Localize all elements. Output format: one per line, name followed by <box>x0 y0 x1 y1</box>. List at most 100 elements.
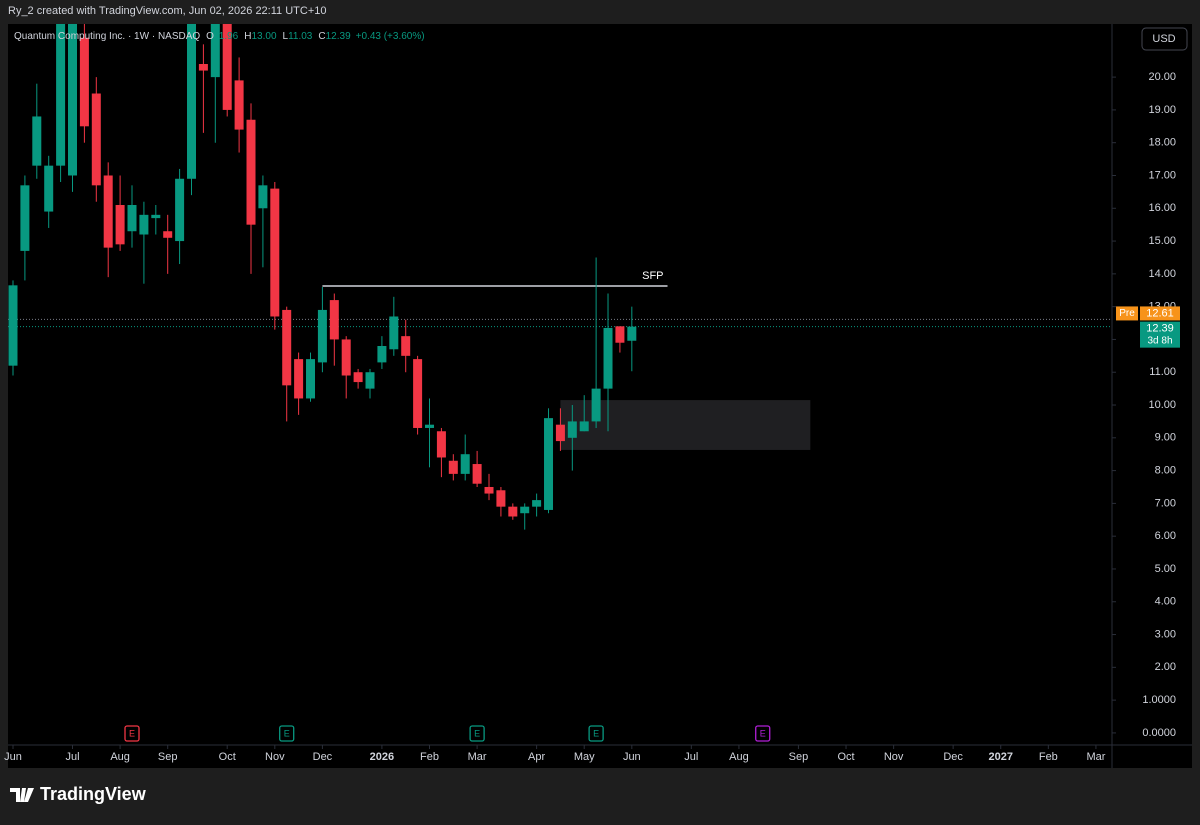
candle-body <box>317 309 327 363</box>
y-tick-label: 14.00 <box>1148 268 1176 280</box>
legend: Quantum Computing Inc. · 1W · NASDAQ O 11.… <box>14 31 425 42</box>
legend-line: Quantum Computing Inc. · 1W · NASDAQ O 11.… <box>14 31 425 42</box>
earnings-label: E <box>593 728 599 738</box>
candle-body <box>508 506 518 517</box>
last-tag-box <box>1140 321 1180 348</box>
legend-key: L <box>283 31 289 42</box>
x-tick-label: Apr <box>528 751 545 763</box>
candle-body <box>627 326 637 341</box>
earnings-marker <box>755 725 771 742</box>
candle-body <box>234 80 244 130</box>
legend-key: H <box>244 31 251 42</box>
earnings-marker <box>279 725 295 742</box>
pre-tag-box <box>1116 306 1138 321</box>
y-tick-label: 4.00 <box>1155 596 1176 608</box>
x-tick-label: Aug <box>729 751 749 763</box>
candle-body <box>425 424 435 428</box>
legend-name: Quantum Computing Inc. · 1W · NASDAQ <box>14 31 200 42</box>
candle-body <box>544 418 554 510</box>
last-tag-value: 12.39 <box>1146 323 1174 335</box>
axes: 0.0000 1.0000 2.00 3.00 4.00 5.00 6.00 7.00 8.00… <box>4 71 1180 763</box>
x-tick-label: Feb <box>1039 751 1058 763</box>
y-tick-label: 19.00 <box>1148 104 1176 116</box>
candle-body <box>115 204 125 245</box>
x-tick-label: Jul <box>65 751 79 763</box>
candle-body <box>579 421 589 432</box>
candle-body <box>8 285 18 366</box>
y-tick-label: 20.00 <box>1148 71 1176 83</box>
candle-body <box>139 214 149 235</box>
y-tick-label: 5.00 <box>1155 563 1176 575</box>
candle-body <box>222 24 232 110</box>
candle-body <box>615 326 625 343</box>
candle-body <box>32 116 42 166</box>
x-tick-label: Dec <box>313 751 333 763</box>
y-tick-label: 0.0000 <box>1142 727 1176 739</box>
pre-tag-label: Pre <box>1119 308 1135 319</box>
y-tick-label: 11.00 <box>1149 366 1176 378</box>
y-tick-label: 16.00 <box>1148 202 1176 214</box>
y-tick-label: 8.00 <box>1155 465 1176 477</box>
zone-box <box>560 400 811 450</box>
x-tick-label: Jul <box>684 751 698 763</box>
candle-body <box>496 490 506 507</box>
candle-body <box>151 214 161 219</box>
candle-body <box>68 24 78 176</box>
candle-body <box>187 24 197 179</box>
x-tick-label: 2027 <box>988 751 1012 763</box>
candle-body <box>198 64 208 71</box>
sfp-label: SFP <box>642 270 663 282</box>
currency-button[interactable] <box>1141 27 1188 51</box>
last-tag-countdown: 3d 8h <box>1147 335 1172 346</box>
candle-body <box>401 336 411 356</box>
candle-body <box>258 185 268 209</box>
y-tick-label: 2.00 <box>1155 661 1176 673</box>
legend-key: O <box>206 31 214 42</box>
y-tick-label: 1.0000 <box>1142 694 1176 706</box>
earnings-label: E <box>474 728 480 738</box>
candle-body <box>56 24 66 166</box>
x-tick-label: Nov <box>884 751 904 763</box>
plot: SFP <box>8 24 1112 530</box>
currency-label: USD <box>1152 33 1175 45</box>
x-tick-label: Sep <box>789 751 809 763</box>
candle-body <box>377 345 387 363</box>
earnings-label: E <box>284 728 290 738</box>
earnings-label: E <box>129 728 135 738</box>
candle-body <box>603 327 613 389</box>
earnings-marker <box>588 725 604 742</box>
x-tick-label: Mar <box>468 751 487 763</box>
legend-value: 12.39 <box>326 31 351 42</box>
x-tick-label: Oct <box>219 751 236 763</box>
candle-body <box>520 506 530 514</box>
y-tick-label: 3.00 <box>1155 628 1176 640</box>
candle-body <box>353 372 363 383</box>
y-tick-label: 7.00 <box>1155 497 1176 509</box>
candle-body <box>389 316 399 350</box>
x-tick-label: Aug <box>110 751 130 763</box>
legend-value: 11.03 <box>288 31 313 42</box>
x-tick-label: Sep <box>158 751 178 763</box>
candle-body <box>341 339 351 376</box>
x-tick-label: Jun <box>623 751 641 763</box>
candle-body <box>365 372 375 389</box>
candle-body <box>79 37 89 127</box>
y-tick-label: 15.00 <box>1148 235 1176 247</box>
brand: TradingView <box>40 784 147 804</box>
candle-body <box>175 178 185 242</box>
candle-body <box>127 204 137 232</box>
x-tick-label: Mar <box>1086 751 1105 763</box>
candle-body <box>20 185 30 251</box>
candle-body <box>484 486 494 494</box>
legend-key: C <box>318 31 325 42</box>
x-tick-label: Oct <box>837 751 854 763</box>
candle-body <box>448 460 458 474</box>
candle-body <box>567 421 577 438</box>
y-tick-label: 10.00 <box>1148 399 1176 411</box>
candle-body <box>460 454 470 474</box>
candle-body <box>103 175 113 248</box>
candle-body <box>163 231 173 238</box>
x-tick-label: Dec <box>943 751 963 763</box>
candle-body <box>210 24 220 78</box>
